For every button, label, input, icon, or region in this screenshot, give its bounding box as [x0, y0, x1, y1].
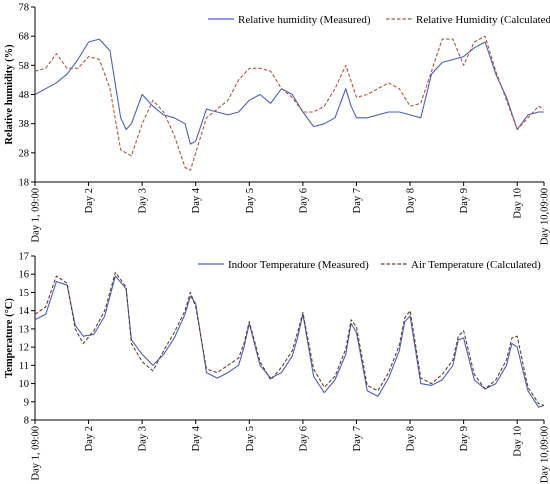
y-axis-title: Relative humidity (%): [4, 44, 15, 145]
series-line-measured: [34, 275, 545, 408]
y-tick-label: 12: [19, 343, 30, 354]
legend-label: Indoor Temperature (Measured): [228, 259, 369, 271]
x-tick-label: Day 5: [245, 426, 256, 451]
humidity-chart: 18 28 38 48 58 68 78 Day 1, 09:00 Day 2 Day 3 Day …: [4, 3, 550, 246]
x-tick-label: Day 10,09:00: [540, 188, 550, 245]
series-line-measured: [34, 38, 544, 145]
x-tick-label: Day 2: [84, 426, 95, 451]
y-tick-label: 11: [19, 361, 29, 372]
temperature-chart: 8 9 10 11 12 13 14 15 16 17 Day 1, 09:00 Day 2 Day 3…: [4, 252, 550, 484]
x-tick-label: Day 4: [191, 425, 202, 451]
x-tick-label: Day 3: [138, 426, 149, 451]
x-tick-label: Day 9: [459, 426, 470, 451]
y-tick-label: 16: [19, 270, 30, 281]
x-tick-label: Day 7: [352, 426, 363, 451]
y-tick-label: 14: [19, 306, 30, 317]
x-tick-label: Day 10,09:00: [540, 426, 550, 483]
x-tick-label: Day 6: [298, 426, 309, 451]
x-tick-label: Day 1, 09:00: [31, 188, 42, 243]
legend-label: Air Temperature (Calculated): [411, 259, 541, 271]
y-tick-label: 38: [19, 119, 30, 130]
y-tick-label: 18: [19, 178, 30, 189]
x-tick-label: Day 3: [138, 188, 149, 213]
y-tick-label: 8: [24, 416, 29, 427]
legend-label: Relative Humidity (Calculated): [416, 14, 550, 26]
x-tick-label: Day 7: [352, 188, 363, 213]
y-tick-label: 9: [24, 397, 29, 408]
y-axis-title: Temperature (°C): [4, 298, 15, 378]
y-tick-label: 58: [19, 61, 30, 72]
y-tick-label: 68: [19, 32, 30, 43]
y-tick-label: 48: [19, 90, 30, 101]
y-tick-label: 10: [19, 379, 30, 390]
series-line-calculated: [34, 271, 545, 406]
y-tick-label: 15: [19, 288, 30, 299]
x-tick-label: Day 4: [191, 187, 202, 213]
x-tick-label: Day 8: [406, 188, 417, 213]
y-tick-label: 17: [19, 252, 30, 263]
x-tick-label: Day 8: [406, 426, 417, 451]
x-tick-label: Day 10: [513, 426, 524, 457]
x-tick-label: Day 1, 09:00: [31, 426, 42, 481]
x-tick-label: Day 10: [513, 188, 524, 219]
series-line-calculated: [34, 35, 545, 171]
y-tick-label: 13: [19, 324, 30, 335]
x-tick-label: Day 5: [245, 188, 256, 213]
x-tick-label: Day 6: [298, 188, 309, 213]
x-tick-label: Day 2: [84, 188, 95, 213]
x-tick-label: Day 9: [459, 188, 470, 213]
y-tick-label: 28: [19, 148, 30, 159]
y-tick-label: 78: [19, 3, 30, 14]
legend-label: Relative humidity (Measured): [238, 14, 371, 26]
